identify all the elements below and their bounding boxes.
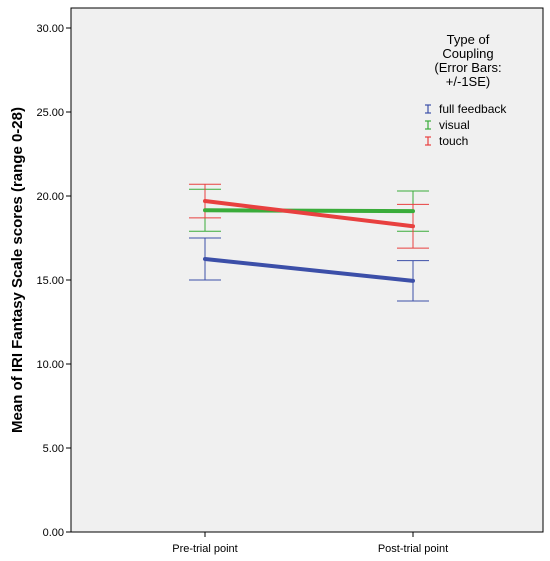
y-axis-label: Mean of IRI Fantasy Scale scores (range …: [9, 107, 26, 433]
legend-title-line: (Error Bars:: [434, 60, 501, 75]
series-line-visual: [203, 208, 415, 214]
legend-title-line: +/-1SE): [446, 74, 490, 89]
y-tick-label: 30.00: [36, 23, 64, 35]
x-axis: Pre-trial point Post-trial point: [172, 532, 448, 555]
y-tick-label: 15.00: [36, 275, 64, 287]
legend-label: touch: [439, 134, 468, 148]
y-tick-label: 5.00: [43, 443, 64, 455]
legend-label: full feedback: [439, 102, 507, 116]
y-tick-label: 25.00: [36, 107, 64, 119]
y-tick-label: 10.00: [36, 359, 64, 371]
series-lines: [203, 199, 415, 283]
x-tick-label: Pre-trial point: [172, 543, 237, 555]
series-layer: [189, 183, 429, 302]
series-line-touch: [203, 199, 415, 229]
x-tick-label: Post-trial point: [378, 543, 448, 555]
legend-item: touch: [425, 134, 468, 148]
legend-item: full feedback: [425, 102, 507, 116]
legend-label: visual: [439, 118, 470, 132]
legend-item: visual: [425, 118, 470, 132]
y-tick-label: 0.00: [43, 527, 64, 539]
y-axis: 0.00 5.00 10.00 15.00 20.00 25.00 30.00: [36, 23, 71, 539]
y-tick-label: 20.00: [36, 191, 64, 203]
series-line-full-feedback: [203, 257, 415, 283]
legend-title-line: Coupling: [442, 46, 493, 61]
legend-title-line: Type of: [447, 32, 490, 47]
